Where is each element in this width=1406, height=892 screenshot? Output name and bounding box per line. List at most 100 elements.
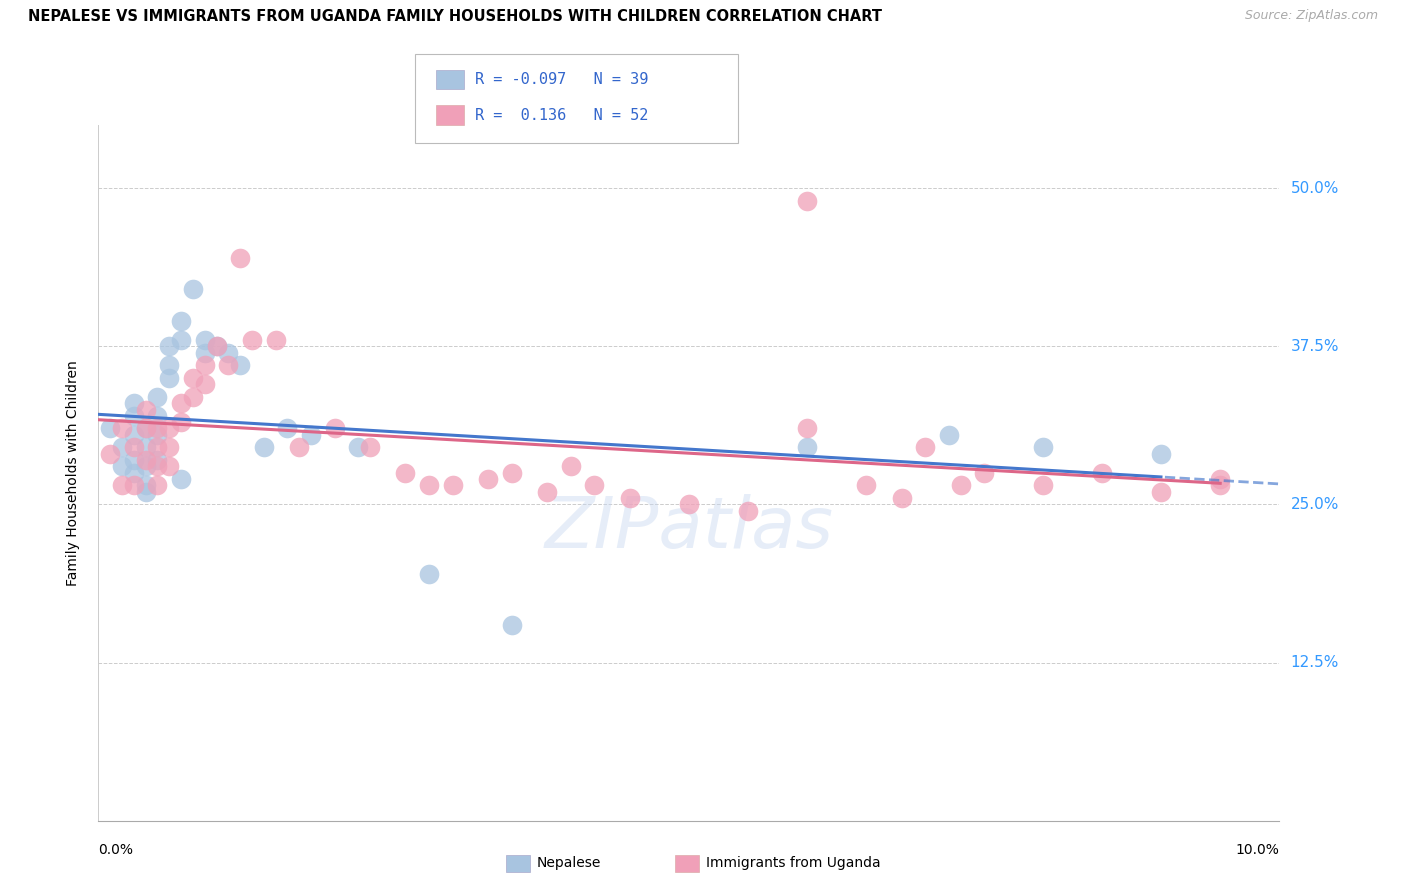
Y-axis label: Family Households with Children: Family Households with Children — [66, 359, 80, 586]
Point — [1150, 447, 1173, 461]
Point — [1032, 441, 1054, 455]
Point — [122, 409, 145, 423]
Point — [194, 377, 217, 392]
Text: NEPALESE VS IMMIGRANTS FROM UGANDA FAMILY HOUSEHOLDS WITH CHILDREN CORRELATION C: NEPALESE VS IMMIGRANTS FROM UGANDA FAMIL… — [28, 9, 882, 24]
Point — [170, 333, 193, 347]
Point — [229, 251, 252, 265]
Text: 0.0%: 0.0% — [98, 843, 134, 857]
Point — [1209, 472, 1232, 486]
Point — [264, 333, 287, 347]
Point — [323, 421, 346, 435]
Point — [122, 396, 145, 410]
Point — [1150, 484, 1173, 499]
Point — [796, 441, 818, 455]
Point — [796, 421, 818, 435]
Point — [240, 333, 263, 347]
Point — [111, 459, 134, 474]
Text: 10.0%: 10.0% — [1236, 843, 1279, 857]
Point — [122, 441, 145, 455]
Point — [135, 421, 157, 435]
Point — [135, 459, 157, 474]
Point — [170, 396, 193, 410]
Point — [477, 472, 499, 486]
Point — [973, 466, 995, 480]
Point — [288, 441, 311, 455]
Point — [181, 390, 204, 404]
Point — [170, 314, 193, 328]
Point — [299, 427, 322, 442]
Text: Source: ZipAtlas.com: Source: ZipAtlas.com — [1244, 9, 1378, 22]
Point — [157, 358, 180, 372]
Point — [890, 491, 912, 505]
Point — [98, 447, 121, 461]
Point — [146, 453, 169, 467]
Point — [205, 339, 228, 353]
Point — [938, 427, 960, 442]
Point — [146, 427, 169, 442]
Point — [135, 402, 157, 417]
Text: 25.0%: 25.0% — [1291, 497, 1339, 512]
Point — [135, 441, 157, 455]
Point — [146, 441, 169, 455]
Point — [146, 421, 169, 435]
Point — [157, 421, 180, 435]
Point — [122, 427, 145, 442]
Point — [135, 453, 157, 467]
Point — [111, 478, 134, 492]
Point — [135, 484, 157, 499]
Text: 37.5%: 37.5% — [1291, 339, 1339, 354]
Point — [217, 345, 239, 359]
Text: R =  0.136   N = 52: R = 0.136 N = 52 — [475, 108, 648, 122]
Point — [194, 358, 217, 372]
Point — [98, 421, 121, 435]
Point — [122, 466, 145, 480]
Text: Immigrants from Uganda: Immigrants from Uganda — [706, 856, 880, 871]
Point — [253, 441, 276, 455]
Point — [146, 478, 169, 492]
Point — [205, 339, 228, 353]
Point — [157, 371, 180, 385]
Point — [111, 441, 134, 455]
Point — [157, 459, 180, 474]
Text: 12.5%: 12.5% — [1291, 655, 1339, 670]
Point — [194, 345, 217, 359]
Point — [276, 421, 298, 435]
Point — [737, 504, 759, 518]
Point — [678, 497, 700, 511]
Text: Nepalese: Nepalese — [537, 856, 602, 871]
Point — [1032, 478, 1054, 492]
Point — [170, 415, 193, 429]
Point — [181, 282, 204, 296]
Text: ZIPatlas: ZIPatlas — [544, 494, 834, 563]
Point — [146, 409, 169, 423]
Point — [949, 478, 972, 492]
Point — [170, 472, 193, 486]
Point — [135, 478, 157, 492]
Point — [217, 358, 239, 372]
Text: 50.0%: 50.0% — [1291, 181, 1339, 195]
Point — [441, 478, 464, 492]
Point — [619, 491, 641, 505]
Point — [146, 390, 169, 404]
Point — [194, 333, 217, 347]
Point — [157, 441, 180, 455]
Point — [796, 194, 818, 208]
Point — [394, 466, 416, 480]
Point — [418, 566, 440, 581]
Point — [501, 466, 523, 480]
Point — [914, 441, 936, 455]
Point — [181, 371, 204, 385]
Point — [418, 478, 440, 492]
Point — [347, 441, 370, 455]
Point — [501, 617, 523, 632]
Point — [536, 484, 558, 499]
Point — [122, 453, 145, 467]
Point — [359, 441, 381, 455]
Point — [157, 339, 180, 353]
Point — [122, 478, 145, 492]
Point — [560, 459, 582, 474]
Point — [1209, 478, 1232, 492]
Point — [135, 421, 157, 435]
Point — [855, 478, 877, 492]
Point — [1091, 466, 1114, 480]
